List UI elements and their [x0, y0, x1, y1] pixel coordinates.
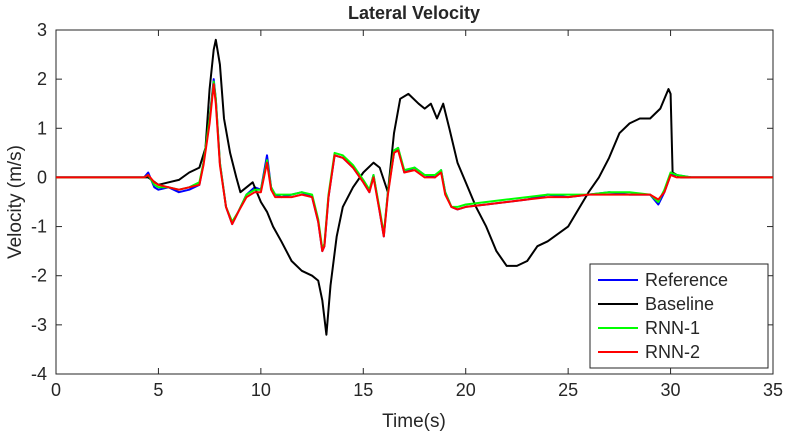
y-tick-label: -1 — [31, 217, 47, 237]
series-lines — [56, 38, 773, 336]
legend-box — [589, 263, 769, 369]
legend-label: RNN-1 — [645, 318, 700, 338]
y-tick-label: 0 — [37, 167, 47, 187]
axis-ticks: 0 5 10 15 20 25 30 35 -4 -3 -2 -1 0 1 2 3 — [31, 20, 783, 400]
x-tick-label: 15 — [353, 380, 373, 400]
x-tick-label: 5 — [153, 380, 163, 400]
series-line-baseline — [56, 38, 773, 336]
y-tick-label: -2 — [31, 266, 47, 286]
y-tick-label: 3 — [37, 20, 47, 40]
legend-label: Reference — [645, 270, 728, 290]
series-line-rnn-2 — [56, 83, 773, 253]
y-tick-label: 1 — [37, 118, 47, 138]
y-tick-label: -4 — [31, 364, 47, 384]
legend-label: Baseline — [645, 294, 714, 314]
y-tick-label: -3 — [31, 315, 47, 335]
x-tick-label: 10 — [251, 380, 271, 400]
x-tick-label: 25 — [558, 380, 578, 400]
chart-title: Lateral Velocity — [348, 3, 480, 23]
y-tick-label: 2 — [37, 69, 47, 89]
x-tick-label: 35 — [763, 380, 783, 400]
x-tick-label: 0 — [51, 380, 61, 400]
x-tick-label: 30 — [661, 380, 681, 400]
legend: Reference Baseline RNN-1 RNN-2 — [589, 263, 769, 369]
x-tick-label: 20 — [456, 380, 476, 400]
y-axis-label: Velocity (m/s) — [5, 145, 26, 259]
legend-label: RNN-2 — [645, 342, 700, 362]
x-axis-label: Time(s) — [382, 411, 446, 432]
